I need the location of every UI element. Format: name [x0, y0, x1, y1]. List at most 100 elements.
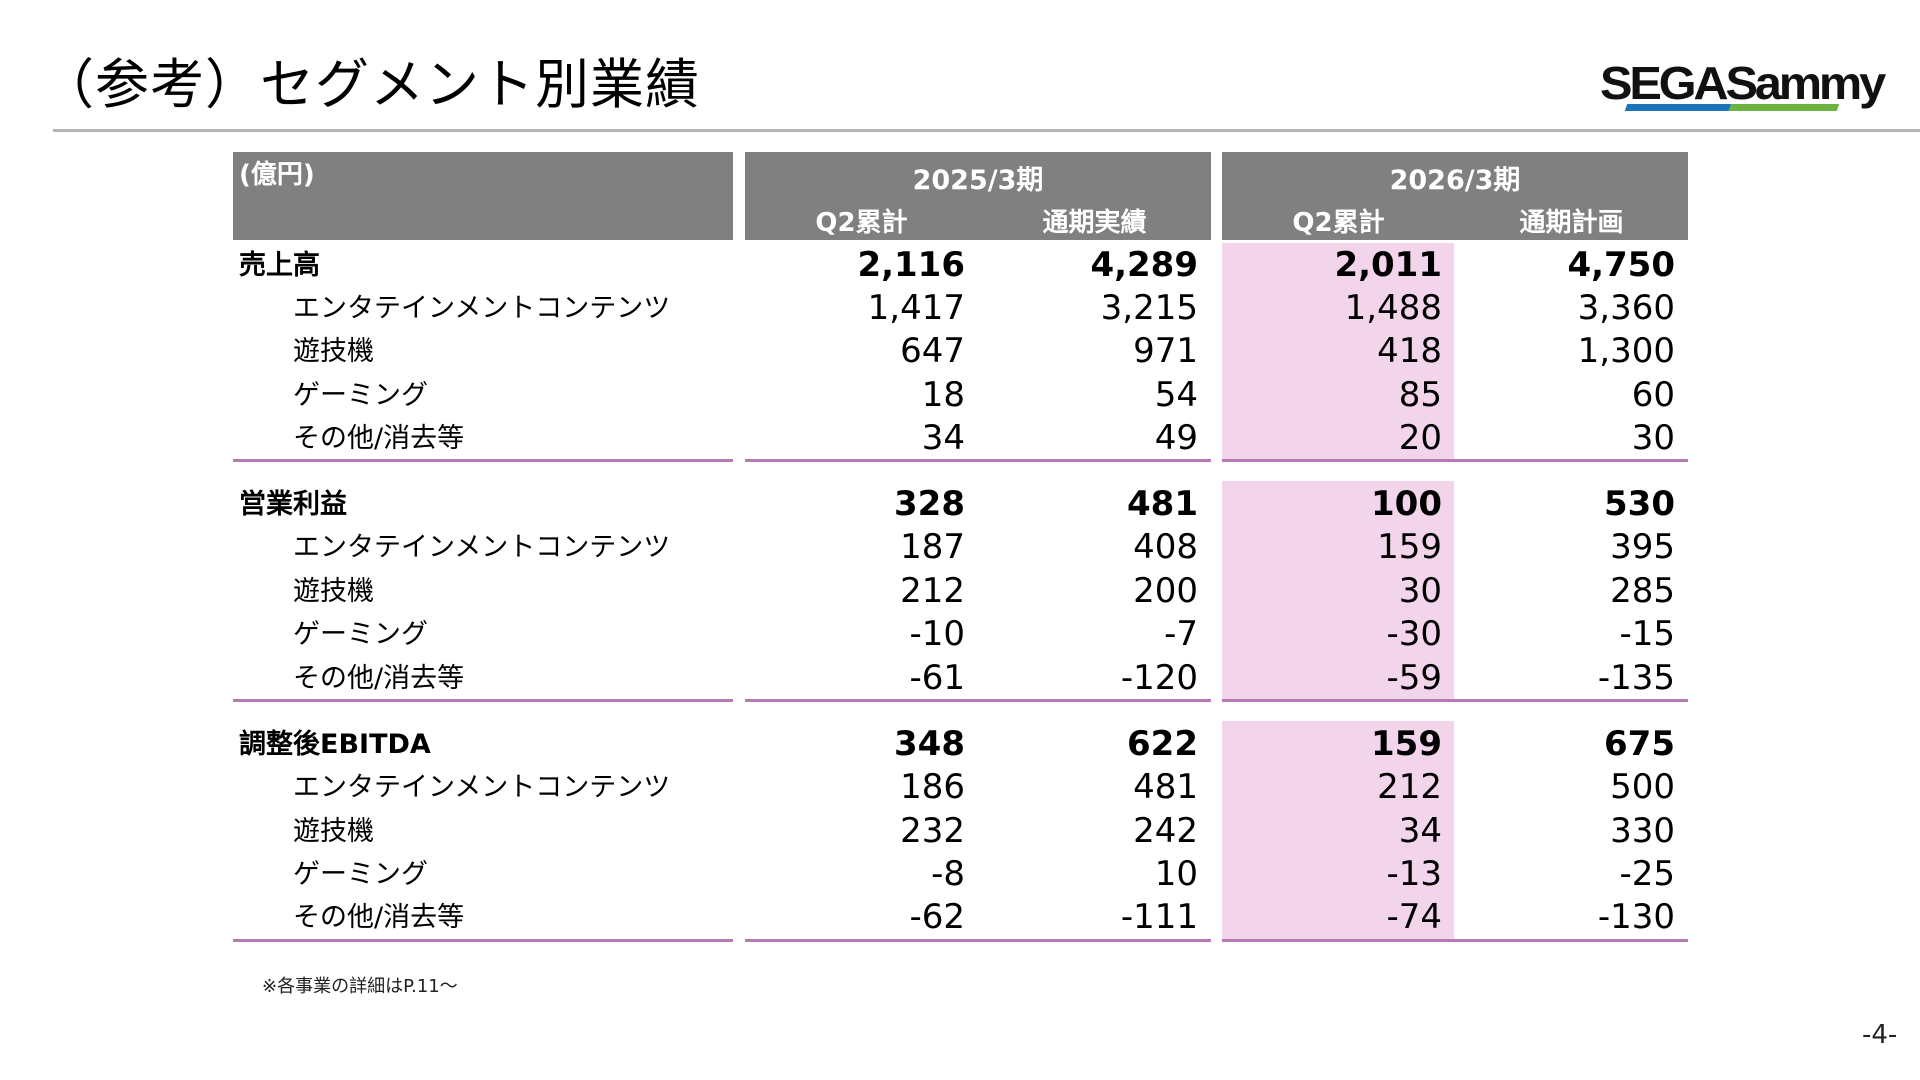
page-title: （参考）セグメント別業績 — [40, 53, 700, 116]
logo-blue-bar — [1624, 104, 1732, 111]
row-label: ゲーミング — [293, 380, 428, 411]
table-row-sales-total: 売上高 2,116 4,289 2,011 4,750 — [233, 244, 1688, 287]
section-divider — [233, 459, 733, 462]
row-label: エンタテインメントコンテンツ — [293, 532, 671, 563]
cell-fy2025-q2: -61 — [909, 658, 965, 698]
cell-fy2026-plan: 4,750 — [1567, 245, 1675, 285]
table-header-unit: (億円) — [233, 152, 733, 240]
fy2025-year-label: 2025/3期 — [912, 165, 1044, 196]
cell-fy2025-full: 622 — [1127, 724, 1198, 764]
cell-fy2025-full: -7 — [1164, 614, 1198, 654]
table-row: エンタテインメントコンテンツ 187 408 159 395 — [233, 526, 1688, 569]
row-label: ゲーミング — [293, 859, 428, 890]
cell-fy2026-q2: 20 — [1398, 418, 1442, 458]
cell-fy2026-q2: -59 — [1386, 658, 1442, 698]
row-label: ゲーミング — [293, 619, 428, 650]
cell-fy2026-q2: 159 — [1377, 527, 1442, 567]
cell-fy2026-q2: 1,488 — [1344, 288, 1442, 328]
section-divider — [745, 699, 1211, 702]
row-label: その他/消去等 — [293, 423, 465, 454]
footnote: ※各事業の詳細はP.11～ — [262, 976, 458, 997]
fy2026-plan-header: 通期計画 — [1519, 208, 1624, 238]
cell-fy2026-plan: -15 — [1619, 614, 1675, 654]
row-label: 調整後EBITDA — [239, 729, 431, 760]
table-row-adjusted-ebitda-total: 調整後EBITDA 348 622 159 675 — [233, 723, 1688, 766]
cell-fy2025-q2: 187 — [900, 527, 965, 567]
section-divider — [233, 699, 733, 702]
cell-fy2025-full: 200 — [1133, 571, 1198, 611]
section-divider — [745, 939, 1211, 942]
cell-fy2026-q2: 30 — [1398, 571, 1442, 611]
table-row: 遊技機 232 242 34 330 — [233, 810, 1688, 853]
cell-fy2025-q2: 232 — [900, 811, 965, 851]
highlight-fy2026-q2-sales — [1222, 243, 1454, 460]
cell-fy2025-q2: 212 — [900, 571, 965, 611]
table-row: ゲーミング -8 10 -13 -25 — [233, 853, 1688, 896]
row-label: 遊技機 — [293, 336, 374, 367]
highlight-fy2026-q2-op — [1222, 481, 1454, 700]
fy2025-full-year-header: 通期実績 — [1042, 208, 1147, 238]
cell-fy2025-full: -120 — [1120, 658, 1198, 698]
cell-fy2026-plan: 675 — [1604, 724, 1675, 764]
cell-fy2025-q2: -10 — [909, 614, 965, 654]
cell-fy2025-full: 481 — [1127, 484, 1198, 524]
row-label: 売上高 — [239, 250, 320, 281]
cell-fy2026-q2: 85 — [1398, 375, 1442, 415]
cell-fy2026-plan: 30 — [1631, 418, 1675, 458]
cell-fy2026-plan: 530 — [1604, 484, 1675, 524]
table-row: ゲーミング 18 54 85 60 — [233, 374, 1688, 417]
cell-fy2026-q2: -30 — [1386, 614, 1442, 654]
cell-fy2026-plan: 1,300 — [1577, 331, 1675, 371]
cell-fy2025-q2: 1,417 — [867, 288, 965, 328]
cell-fy2026-plan: 3,360 — [1577, 288, 1675, 328]
cell-fy2025-full: 54 — [1154, 375, 1198, 415]
cell-fy2025-q2: -8 — [931, 854, 965, 894]
row-label: 遊技機 — [293, 576, 374, 607]
cell-fy2026-q2: 34 — [1398, 811, 1442, 851]
section-divider — [1222, 939, 1688, 942]
cell-fy2026-plan: 500 — [1610, 767, 1675, 807]
cell-fy2026-q2: 418 — [1377, 331, 1442, 371]
table-row-operating-income-total: 営業利益 328 481 100 530 — [233, 483, 1688, 526]
table-row: その他/消去等 -62 -111 -74 -130 — [233, 896, 1688, 939]
table-row: ゲーミング -10 -7 -30 -15 — [233, 613, 1688, 656]
cell-fy2025-full: 481 — [1133, 767, 1198, 807]
cell-fy2026-q2: 159 — [1371, 724, 1442, 764]
sega-sammy-logo: SEGASammy — [1600, 60, 1886, 116]
table-row: 遊技機 212 200 30 285 — [233, 570, 1688, 613]
highlight-fy2026-q2-ebitda — [1222, 721, 1454, 940]
cell-fy2026-plan: -135 — [1597, 658, 1675, 698]
page-number: -4- — [1862, 1020, 1898, 1050]
row-label: 営業利益 — [239, 489, 347, 520]
cell-fy2026-q2: 212 — [1377, 767, 1442, 807]
row-label: その他/消去等 — [293, 663, 465, 694]
section-divider — [745, 459, 1211, 462]
cell-fy2026-q2: 2,011 — [1334, 245, 1442, 285]
cell-fy2025-full: 242 — [1133, 811, 1198, 851]
cell-fy2026-plan: 60 — [1631, 375, 1675, 415]
table-row: エンタテインメントコンテンツ 186 481 212 500 — [233, 766, 1688, 809]
cell-fy2026-plan: -130 — [1597, 897, 1675, 937]
table-row: その他/消去等 34 49 20 30 — [233, 417, 1688, 460]
cell-fy2025-full: 971 — [1133, 331, 1198, 371]
cell-fy2025-full: -111 — [1120, 897, 1198, 937]
logo-green-bar — [1728, 104, 1840, 111]
cell-fy2026-q2: 100 — [1371, 484, 1442, 524]
cell-fy2025-q2: 328 — [894, 484, 965, 524]
cell-fy2025-full: 408 — [1133, 527, 1198, 567]
cell-fy2025-full: 4,289 — [1090, 245, 1198, 285]
cell-fy2026-q2: -13 — [1386, 854, 1442, 894]
cell-fy2025-q2: 18 — [921, 375, 965, 415]
cell-fy2025-q2: 34 — [921, 418, 965, 458]
cell-fy2025-full: 49 — [1154, 418, 1198, 458]
table-row: エンタテインメントコンテンツ 1,417 3,215 1,488 3,360 — [233, 287, 1688, 330]
cell-fy2026-plan: 330 — [1610, 811, 1675, 851]
section-divider — [1222, 459, 1688, 462]
unit-label: (億円) — [239, 160, 315, 190]
row-label: その他/消去等 — [293, 902, 465, 933]
logo-wordmark: SEGASammy — [1600, 57, 1886, 109]
cell-fy2026-plan: -25 — [1619, 854, 1675, 894]
cell-fy2026-plan: 285 — [1610, 571, 1675, 611]
fy2026-q2-header: Q2累計 — [1292, 208, 1385, 238]
cell-fy2025-q2: 186 — [900, 767, 965, 807]
